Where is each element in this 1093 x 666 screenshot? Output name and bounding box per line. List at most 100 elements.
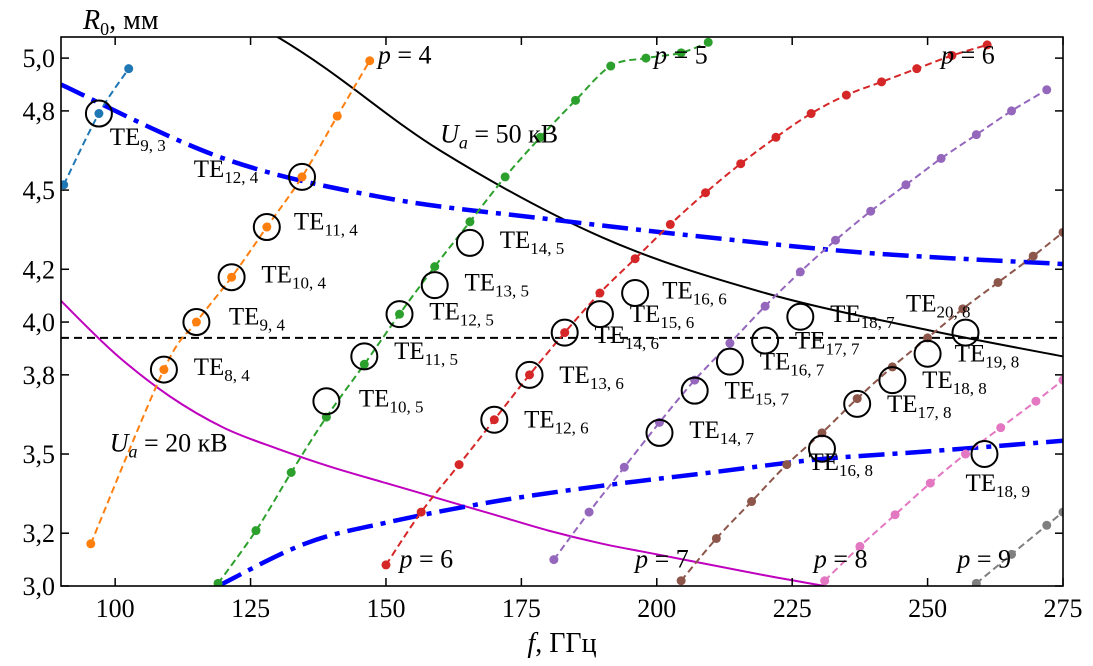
y-tick-label: 5,0 [23, 44, 56, 73]
x-tick-label: 100 [96, 594, 135, 623]
data-point-p-6 [947, 50, 957, 60]
mode-marker-te-17-8 [843, 389, 872, 418]
data-point-p-8 [852, 394, 862, 404]
data-point-p-3 [94, 109, 104, 119]
data-point-p-8 [993, 277, 1003, 287]
mode-label-te-17-7: TE17, 7 [795, 327, 860, 358]
mode-marker-te-9-3 [84, 99, 113, 128]
data-point-p-7 [1007, 106, 1017, 116]
y-axis-title: R0, мм [82, 5, 159, 39]
data-point-p-8 [747, 497, 757, 507]
data-point-p-6 [912, 64, 922, 74]
mode-marker-te-16-8 [807, 434, 836, 463]
mode-marker-te-15-7 [680, 376, 709, 405]
data-point-p-9 [1058, 375, 1063, 385]
data-point-p-6 [806, 109, 816, 119]
mode-marker-te-18-9 [970, 440, 999, 469]
data-point-p-10 [971, 578, 981, 586]
mode-label-te-18-8: TE18, 8 [922, 367, 987, 398]
data-point-p-7 [971, 130, 981, 140]
mode-marker-te-17-7 [751, 326, 780, 355]
mode-label-te-16-7: TE16, 7 [760, 349, 825, 380]
plot-frame [60, 36, 1064, 587]
series-line-ua-20kv [61, 300, 825, 586]
data-point-p-9 [1031, 396, 1041, 406]
data-point-p-6 [841, 90, 851, 100]
data-point-p-4 [159, 365, 169, 375]
mode-label-te-12-5: TE12, 5 [429, 298, 494, 329]
data-point-p-7 [619, 462, 629, 472]
data-point-p-6 [630, 254, 640, 264]
data-point-p-3 [61, 180, 69, 190]
x-tick-label: 225 [773, 594, 812, 623]
data-point-p-6 [381, 560, 391, 570]
y-tick-label: 4,8 [23, 97, 56, 126]
data-point-p-9 [820, 576, 830, 586]
data-point-p-5 [571, 95, 581, 105]
label-layer: TE9, 3 TE12, 4 TE11, 4 TE10, 4 TE9, 4 TE8, 4 T… [110, 40, 1030, 573]
mode-label-te-18-9: TE18, 9 [966, 470, 1031, 501]
x-tick-label: 175 [502, 594, 541, 623]
mode-marker-te-10-4 [217, 263, 246, 292]
data-point-p-4 [262, 222, 272, 232]
data-point-p-6 [665, 219, 675, 229]
data-point-p-5 [641, 53, 651, 63]
data-point-p-4 [297, 172, 307, 182]
series-line-blue-upper [61, 82, 1063, 267]
mode-marker-te-14-5 [455, 228, 484, 257]
y-tick-label: 4,0 [23, 308, 56, 337]
voltage-label-50-кв: Ua = 50 кВ [440, 120, 558, 153]
data-point-p-6 [454, 460, 464, 470]
data-point-p-7 [549, 555, 559, 565]
data-point-p-6 [771, 132, 781, 142]
mode-marker-te-12-4 [288, 162, 317, 191]
mode-label-te-14-7: TE14, 7 [689, 417, 754, 448]
family-label-p-4: p = 4 [376, 40, 432, 69]
mode-label-te-9-4: TE9, 4 [229, 304, 286, 335]
data-point-p-7 [725, 338, 735, 348]
data-point-p-5 [213, 578, 223, 586]
mode-marker-te-11-4 [252, 213, 281, 242]
data-point-p-5 [676, 48, 686, 58]
data-point-p-7 [866, 206, 876, 216]
mode-marker-te-16-7 [715, 347, 744, 376]
mode-label-te-12-6: TE12, 6 [524, 407, 589, 438]
data-point-p-7 [760, 301, 770, 311]
y-tick-label: 3,2 [23, 519, 56, 548]
data-point-p-10 [1042, 520, 1052, 530]
series-line-p-9 [824, 379, 1063, 582]
mode-marker-te-18-7 [786, 302, 815, 331]
series-line-p-5 [217, 41, 709, 584]
mode-label-te-12-4: TE12, 4 [194, 156, 259, 187]
voltage-label-20-кв: Ua = 20 кВ [110, 428, 228, 461]
mode-marker-layer [84, 99, 999, 469]
y-tick-label: 3,8 [23, 361, 56, 390]
mode-label-te-16-8: TE16, 8 [808, 449, 873, 480]
mode-label-te-8-4: TE8, 4 [194, 354, 251, 385]
mode-label-te-16-6: TE16, 6 [662, 277, 727, 308]
family-label-p-8: p = 8 [812, 545, 868, 574]
mode-label-te-17-8: TE17, 8 [887, 391, 952, 422]
y-tick-label: 4,2 [23, 255, 56, 284]
data-point-p-5 [395, 309, 405, 319]
mode-marker-te-13-6 [515, 360, 544, 389]
x-axis-title: f, ГГц [527, 628, 596, 659]
mode-label-te-20-8: TE20, 8 [906, 291, 971, 322]
data-point-p-6 [525, 370, 535, 380]
axes: 100 125 150 175 200 225 250 275 3,0 3,2 3,5 3,8 4,0 4… [23, 37, 1083, 623]
data-point-p-9 [961, 449, 971, 459]
data-point-p-8 [1058, 227, 1063, 237]
x-tick-label: 250 [908, 594, 947, 623]
data-point-p-8 [958, 304, 968, 314]
y-tick-label: 3,5 [23, 440, 56, 469]
mode-marker-te-10-5 [312, 387, 341, 416]
mode-marker-te-18-8 [878, 366, 907, 395]
data-point-p-5 [500, 172, 510, 182]
data-point-p-5 [535, 132, 545, 142]
data-point-p-8 [782, 460, 792, 470]
mode-marker-te-14-6 [550, 318, 579, 347]
data-point-p-5 [703, 37, 713, 47]
mode-marker-te-12-6 [480, 405, 509, 434]
data-point-p-9 [855, 541, 865, 551]
